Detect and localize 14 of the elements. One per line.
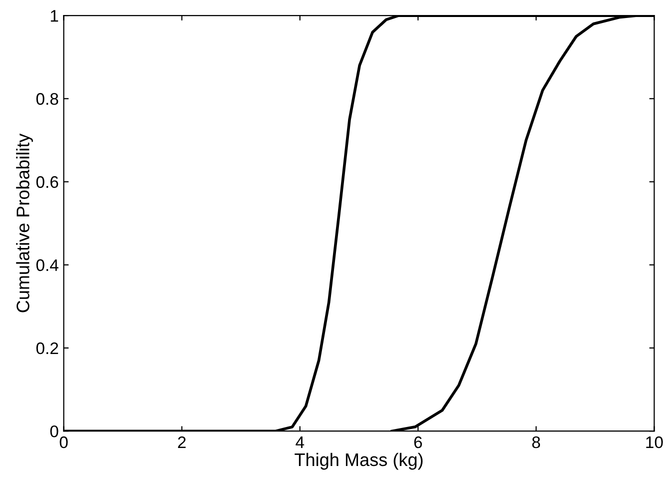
- y-tick-label: 0: [50, 425, 58, 438]
- y-tick-label: 0.4: [36, 259, 58, 272]
- x-tick-label: 10: [646, 436, 663, 448]
- x-tick-label: 8: [532, 436, 540, 448]
- y-tick-label: 0.8: [36, 93, 58, 105]
- x-tick-label: 6: [414, 436, 422, 448]
- x-tick-label: 0: [60, 436, 68, 448]
- y-tick-label: 1: [50, 10, 58, 22]
- y-axis-title: Cumulative Probability: [16, 134, 33, 312]
- y-tick-label: 0.2: [36, 342, 58, 354]
- x-axis-title: Thigh Mass (kg): [294, 452, 423, 470]
- y-tick-label: 0.6: [36, 176, 58, 188]
- x-tick-label: 2: [178, 436, 186, 448]
- x-tick-label: 4: [296, 436, 304, 448]
